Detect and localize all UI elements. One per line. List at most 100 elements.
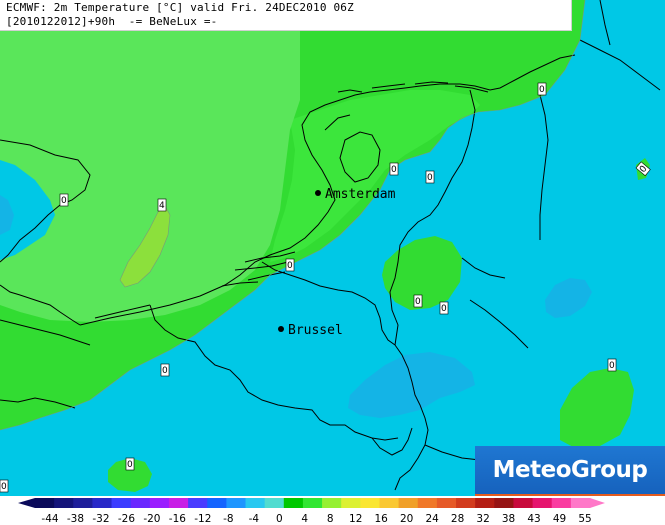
colorbar-tick-label: 16 — [375, 513, 389, 525]
svg-text:4: 4 — [159, 201, 165, 211]
svg-text:0: 0 — [427, 173, 433, 183]
svg-text:0: 0 — [638, 164, 650, 175]
warm-patch-small-south — [108, 458, 152, 492]
contour-label: 0 — [607, 358, 617, 372]
colorbar-tick-label: -26 — [118, 513, 135, 525]
brand-name: MeteoGroup — [492, 457, 648, 483]
colorbar-tick-label: -12 — [194, 513, 211, 525]
colorbar-swatch — [111, 498, 132, 508]
colorbar-swatch — [54, 498, 74, 508]
colorbar-swatch — [417, 498, 438, 508]
colorbar-tick-label: 55 — [578, 513, 591, 525]
cold-patch-nw — [0, 195, 14, 235]
colorbar-tick-label: -4 — [249, 513, 260, 525]
colorbar-swatch — [551, 498, 572, 508]
colorbar-swatch — [35, 498, 55, 508]
colorbar-swatch — [245, 498, 266, 508]
svg-text:0: 0 — [162, 366, 168, 376]
colorbar-swatch — [73, 498, 93, 508]
zone-4-patch — [120, 206, 170, 287]
title-line-1: ECMWF: 2m Temperature [°C] valid Fri. 24… — [6, 1, 354, 14]
map-title: ECMWF: 2m Temperature [°C] valid Fri. 24… — [0, 0, 572, 31]
colorbar-swatch — [456, 498, 476, 508]
colorbar-tick-label: 24 — [425, 513, 439, 525]
colorbar-tick-label: 8 — [327, 513, 334, 525]
contour-label: 0 — [635, 161, 651, 177]
colorbar-swatch — [92, 498, 113, 508]
svg-text:0: 0 — [415, 297, 421, 307]
colorbar-legend: -44 -38 -32 -26 -20 -16 -12 -8 -4 0 4 8 12 16 20 24 28 32… — [0, 496, 665, 525]
colorbar-left-arrow — [18, 498, 35, 508]
colorbar-ticks: -44 -38 -32 -26 -20 -16 -12 -8 -4 0 4 8 12 16 20 24 28 32… — [41, 513, 591, 525]
colorbar-swatch — [398, 498, 419, 508]
colorbar-swatch — [264, 498, 285, 508]
colorbar-swatch — [341, 498, 361, 508]
contour-label: 0 — [285, 258, 295, 272]
colorbar-tick-label: -44 — [41, 513, 58, 525]
cold-patch-west — [0, 160, 55, 260]
svg-text:0: 0 — [539, 85, 545, 95]
contour-lines — [0, 0, 586, 431]
colorbar-tick-label: 49 — [553, 513, 566, 525]
colorbar-swatch — [570, 498, 591, 508]
colorbar-swatch — [302, 498, 323, 508]
colorbar-right-arrow — [590, 498, 605, 508]
contour-label: 0 — [125, 457, 135, 471]
contour-label: 0 — [389, 162, 399, 176]
colorbar-tick-label: -32 — [92, 513, 109, 525]
colorbar-swatch — [475, 498, 495, 508]
colorbar-swatch — [513, 498, 534, 508]
contour-label: 0 — [439, 301, 449, 315]
svg-text:0: 0 — [609, 361, 615, 371]
colorbar-swatch — [130, 498, 151, 508]
city-marker — [315, 190, 321, 196]
cold-patch-east — [545, 278, 592, 318]
city-amsterdam[interactable]: Amsterdam — [315, 187, 396, 202]
cold-patch-south — [348, 352, 475, 418]
colorbar-tick-label: 20 — [400, 513, 413, 525]
warm-zone-north — [0, 30, 300, 322]
colorbar-tick-label: 0 — [276, 513, 283, 525]
city-label: Amsterdam — [325, 187, 396, 202]
colorbar-swatch — [532, 498, 553, 508]
contour-label: 0 — [425, 170, 435, 184]
city-brussel[interactable]: Brussel — [278, 323, 343, 338]
contour-label: 0 — [160, 363, 170, 377]
colorbar-swatch — [226, 498, 247, 508]
city-marker — [278, 326, 284, 332]
warm-patch-east — [560, 368, 634, 448]
svg-text:0: 0 — [391, 165, 397, 175]
contour-label: 0 — [0, 479, 9, 493]
contour-label: 0 — [537, 82, 547, 96]
meteogroup-logo: MeteoGroup — [475, 446, 665, 497]
colorbar-tick-label: -38 — [67, 513, 84, 525]
svg-text:0: 0 — [441, 304, 447, 314]
svg-text:0: 0 — [127, 460, 133, 470]
colorbar-tick-label: -16 — [169, 513, 186, 525]
colorbar-tick-label: 12 — [349, 513, 362, 525]
colorbar-swatch — [360, 498, 380, 508]
colorbar-tick-label: -20 — [143, 513, 160, 525]
colorbar-swatch — [379, 498, 400, 508]
colorbar-tick-label: 38 — [502, 513, 515, 525]
svg-text:0: 0 — [287, 261, 293, 271]
contour-label: 4 — [157, 198, 167, 212]
city-label: Brussel — [288, 323, 343, 338]
contour-label: 0 — [413, 294, 423, 308]
colorbar-swatch — [168, 498, 189, 508]
colorbar-swatch — [207, 498, 227, 508]
colorbar-swatch — [188, 498, 208, 508]
warm-patch-germany — [382, 236, 462, 310]
colorbar-swatch — [436, 498, 457, 508]
colorbar-swatch — [149, 498, 170, 508]
colorbar-swatches — [18, 498, 605, 508]
colorbar-tick-label: 43 — [527, 513, 540, 525]
svg-text:0: 0 — [61, 196, 67, 206]
colorbar-tick-label: 32 — [476, 513, 489, 525]
contour-label-group: 0 0 0 0 0 0 0 — [0, 82, 651, 493]
colorbar-swatch — [283, 498, 304, 508]
colorbar-tick-label: -8 — [223, 513, 233, 525]
colorbar-tick-label: 4 — [301, 513, 308, 525]
